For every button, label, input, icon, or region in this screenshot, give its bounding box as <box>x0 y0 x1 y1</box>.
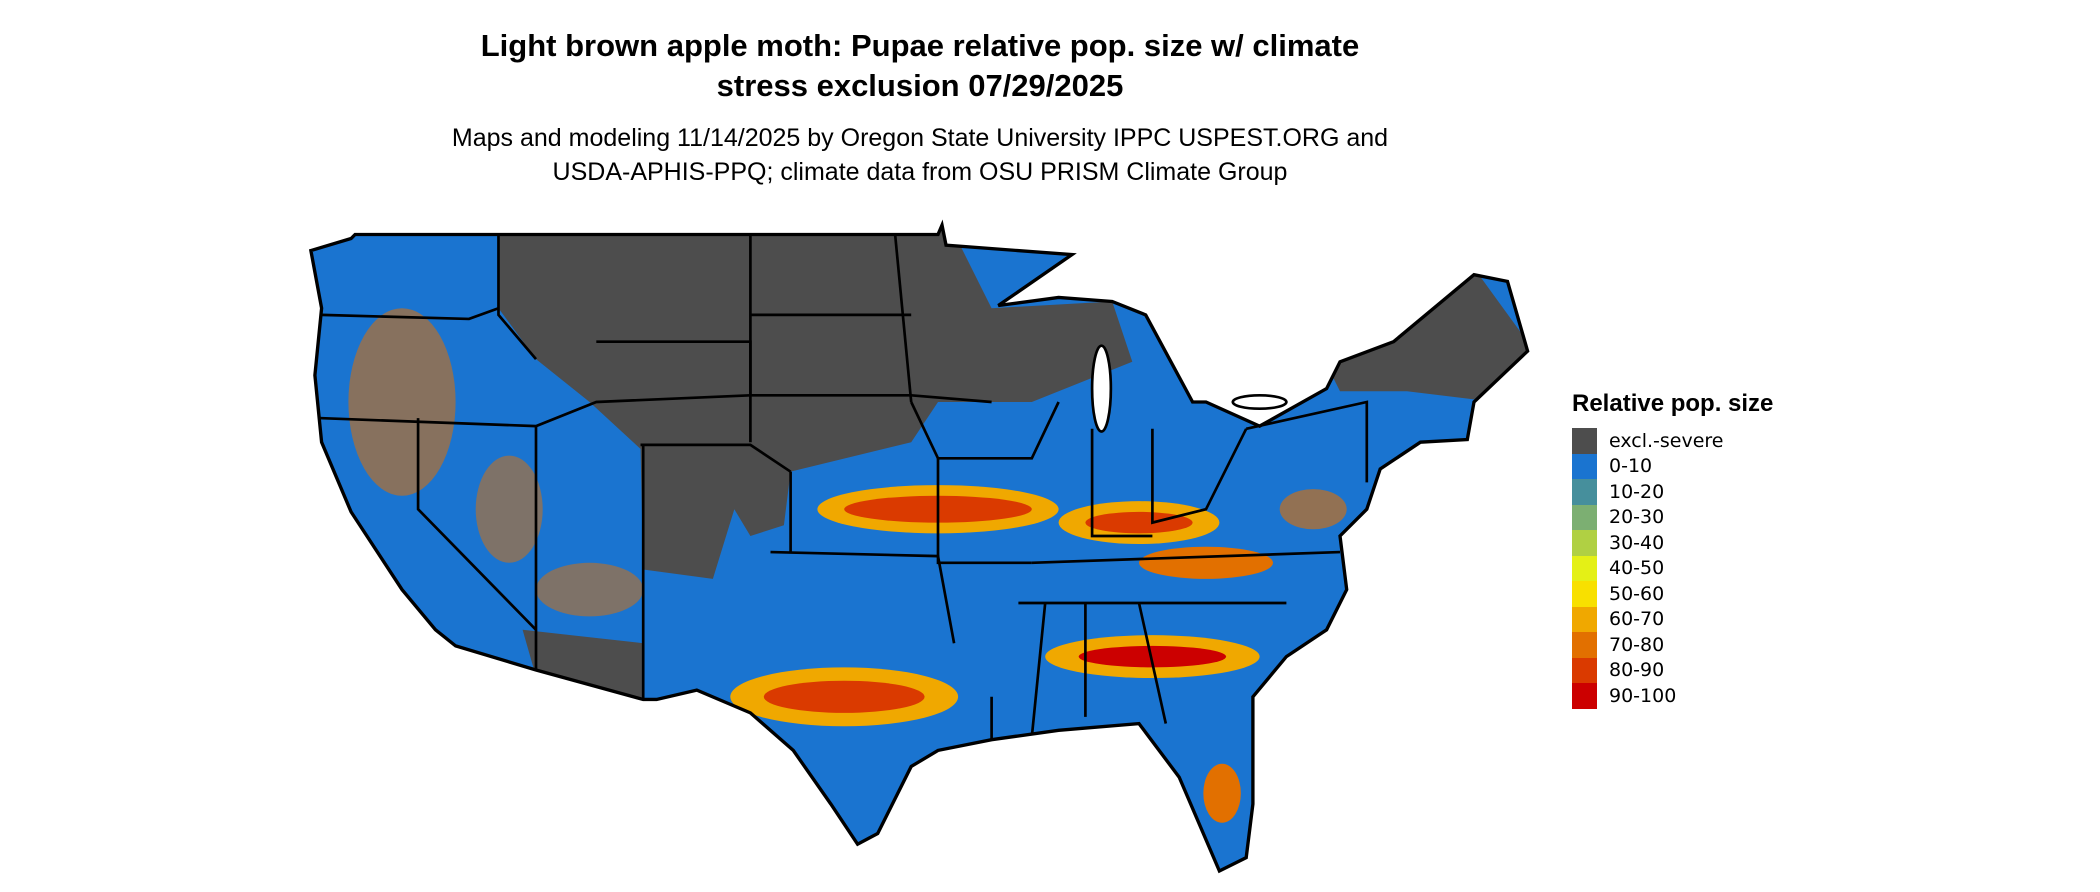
legend-swatch <box>1572 453 1597 479</box>
legend-label: 60-70 <box>1609 608 1665 631</box>
legend-label: 50-60 <box>1609 582 1665 605</box>
excluded-region-northeast <box>1326 268 1528 400</box>
legend-item: 0-10 <box>1572 453 1773 479</box>
legend-label: 10-20 <box>1609 480 1665 503</box>
legend-swatch <box>1572 657 1597 683</box>
legend-item: 40-50 <box>1572 555 1773 581</box>
excluded-region-southwest <box>522 629 644 700</box>
legend-swatch <box>1572 581 1597 607</box>
legend-swatch <box>1572 530 1597 556</box>
legend-swatch <box>1572 632 1597 658</box>
legend-swatch <box>1572 479 1597 505</box>
excluded-region-plains <box>498 227 1133 579</box>
legend-title: Relative pop. size <box>1572 390 1774 417</box>
legend-label: 90-100 <box>1609 684 1677 707</box>
legend-label: 80-90 <box>1609 659 1665 682</box>
legend-swatch <box>1572 428 1597 454</box>
legend-item: 20-30 <box>1572 504 1773 530</box>
map-title-line2: stress exclusion 07/29/2025 <box>716 68 1124 103</box>
legend-items: excl.-severe 0-10 10-20 20-30 30-40 40-50 50-6… <box>1572 428 1773 709</box>
legend-swatch <box>1572 683 1597 709</box>
legend-item: 50-60 <box>1572 581 1773 607</box>
map-subtitle-line1: Maps and modeling 11/14/2025 by Oregon S… <box>451 124 1389 152</box>
legend-swatch <box>1572 606 1597 632</box>
legend-label: 30-40 <box>1609 531 1665 554</box>
legend-item: 90-100 <box>1572 683 1773 709</box>
legend-item: 80-90 <box>1572 657 1773 683</box>
map-subtitle-line2: USDA-APHIS-PPQ; climate data from OSU PR… <box>552 158 1288 186</box>
great-lakes <box>1090 344 1288 433</box>
legend-item: 30-40 <box>1572 530 1773 556</box>
legend-label: 0-10 <box>1609 455 1653 478</box>
legend-label: 70-80 <box>1609 633 1665 656</box>
legend-item: 70-80 <box>1572 632 1773 658</box>
legend-item: 10-20 <box>1572 479 1773 505</box>
legend-item: 60-70 <box>1572 606 1773 632</box>
high-suitability-bands <box>348 308 1347 823</box>
map-title-line1: Light brown apple moth: Pupae relative p… <box>480 28 1360 63</box>
state-boundaries <box>318 234 1369 740</box>
legend-label: 40-50 <box>1609 557 1665 580</box>
legend: Relative pop. size excl.-severe 0-10 10-20… <box>1572 390 1773 709</box>
legend-label: excl.-severe <box>1609 429 1724 452</box>
legend-item: excl.-severe <box>1572 428 1773 454</box>
legend-swatch <box>1572 555 1597 581</box>
legend-swatch <box>1572 504 1597 530</box>
legend-label: 20-30 <box>1609 506 1665 529</box>
